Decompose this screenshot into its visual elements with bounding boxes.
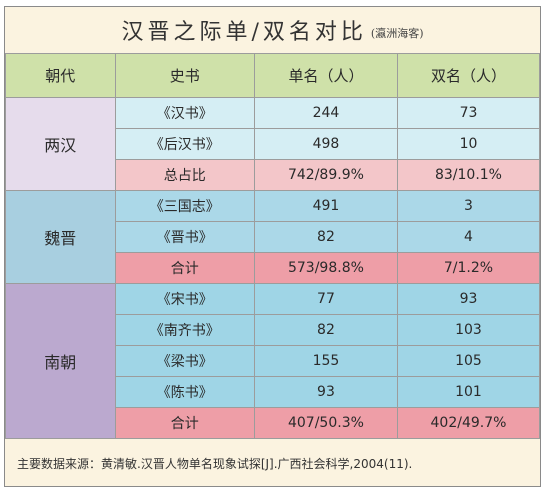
book-cell: 《汉书》 (114, 97, 255, 129)
dynasty-cell: 魏晋 (5, 190, 116, 284)
double-cell: 3 (396, 190, 541, 222)
header-single: 单名（人） (253, 53, 398, 98)
single-cell: 155 (253, 345, 398, 377)
dynasty-cell: 南朝 (5, 283, 116, 439)
book-cell: 《陈书》 (114, 376, 255, 408)
book-cell: 《宋书》 (114, 283, 255, 315)
total-label: 总占比 (114, 159, 255, 191)
single-cell: 498 (253, 128, 398, 160)
page-subtitle: (瀛洲海客) (370, 27, 424, 40)
total-single: 407/50.3% (253, 407, 398, 439)
book-cell: 《三国志》 (114, 190, 255, 222)
table-row: 《梁书》 155 105 (6, 345, 541, 377)
double-cell: 93 (396, 283, 541, 315)
header-row: 朝代 史书 单名（人） 双名（人） (5, 53, 541, 98)
book-cell: 《梁书》 (114, 345, 255, 377)
single-cell: 93 (253, 376, 398, 408)
header-dynasty: 朝代 (5, 53, 116, 98)
single-cell: 244 (253, 97, 398, 129)
total-single: 573/98.8% (253, 252, 398, 284)
book-cell: 《后汉书》 (114, 128, 255, 160)
header-book: 史书 (114, 53, 255, 98)
title-bar: 汉晋之际单/双名对比 (瀛洲海客) (5, 7, 540, 53)
source-note: 主要数据来源：黄清敏.汉晋人物单名现象试探[J].广西社会科学,2004(11)… (5, 441, 540, 486)
double-cell: 103 (396, 314, 541, 346)
double-cell: 4 (396, 221, 541, 253)
double-cell: 73 (396, 97, 541, 129)
book-cell: 《晋书》 (114, 221, 255, 253)
book-cell: 《南齐书》 (114, 314, 255, 346)
total-double: 7/1.2% (396, 252, 541, 284)
single-cell: 82 (253, 221, 398, 253)
total-single: 742/89.9% (253, 159, 398, 191)
comparison-table: 朝代 史书 单名（人） 双名（人） 两汉 《汉书》 244 73 《后汉书》 4… (5, 53, 541, 439)
single-cell: 491 (253, 190, 398, 222)
single-cell: 77 (253, 283, 398, 315)
table-row: 《陈书》 93 101 (6, 376, 541, 408)
double-cell: 10 (396, 128, 541, 160)
table-row: 两汉 《汉书》 244 73 (5, 97, 541, 191)
page-title: 汉晋之际单/双名对比 (121, 20, 367, 45)
total-label: 合计 (114, 252, 255, 284)
header-double: 双名（人） (396, 53, 541, 98)
total-row: 合计 407/50.3% 402/49.7% (6, 407, 541, 439)
table-row: 南朝 《宋书》 77 93 (5, 283, 541, 439)
total-double: 402/49.7% (396, 407, 541, 439)
total-row: 总占比 742/89.9% 83/10.1% (6, 159, 541, 191)
table-row: 魏晋 《三国志》 491 3 (5, 190, 541, 284)
double-cell: 105 (396, 345, 541, 377)
table-row: 《后汉书》 498 10 (6, 128, 541, 160)
double-cell: 101 (396, 376, 541, 408)
total-double: 83/10.1% (396, 159, 541, 191)
single-cell: 82 (253, 314, 398, 346)
dynasty-cell: 两汉 (5, 97, 116, 191)
table-row: 《晋书》 82 4 (6, 221, 541, 253)
table-frame: 汉晋之际单/双名对比 (瀛洲海客) 朝代 史书 单名（人） 双名（人） 两汉 《… (4, 6, 541, 487)
total-label: 合计 (114, 407, 255, 439)
